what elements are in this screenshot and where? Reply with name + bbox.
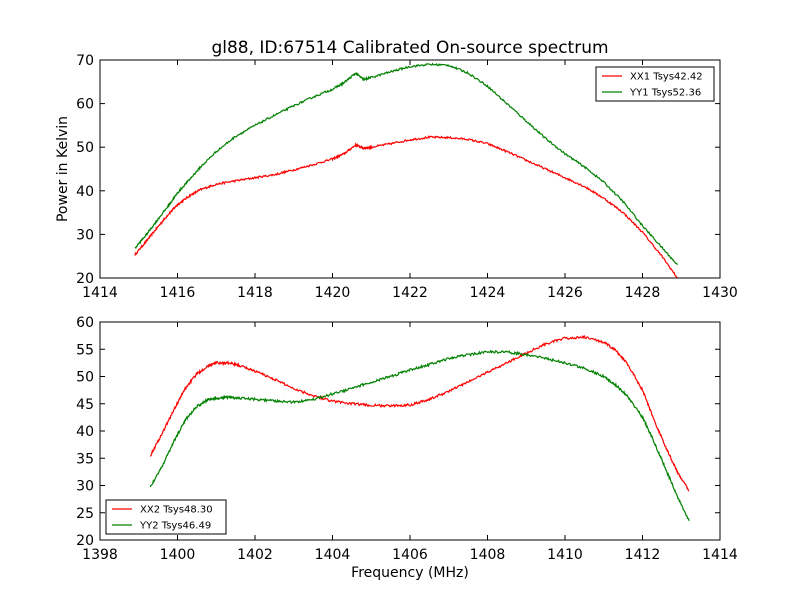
y-tick-label: 70 — [76, 53, 94, 69]
y-tick-label: 60 — [76, 315, 94, 331]
x-tick-label: 1422 — [392, 285, 428, 301]
legend-label-xx1: XX1 Tsys42.42 — [630, 72, 703, 83]
top-panel: gl88, ID:67514 Calibrated On-source spec… — [55, 38, 738, 301]
series-line-xx2 — [149, 334, 690, 492]
x-tick-label: 1416 — [160, 285, 196, 301]
bottom-legend-box — [105, 499, 227, 535]
top-series-group — [134, 62, 678, 278]
y-tick-label: 20 — [76, 271, 94, 287]
bottom-x-axis-label: Frequency (MHz) — [351, 565, 469, 581]
y-tick-label: 60 — [76, 97, 94, 113]
y-tick-label: 50 — [76, 140, 94, 156]
y-tick-label: 25 — [76, 506, 94, 522]
legend-label-yy1: YY1 Tsys52.36 — [629, 88, 701, 99]
legend-label-yy2: YY2 Tsys46.49 — [139, 521, 211, 532]
x-tick-label: 1404 — [315, 547, 351, 563]
x-tick-label: 1430 — [702, 285, 738, 301]
y-tick-label: 40 — [76, 424, 94, 440]
bottom-panel: 1398 1400 1402 1404 1406 1408 1410 1412 1414 20 25… — [76, 315, 738, 581]
x-tick-label: 1428 — [625, 285, 661, 301]
legend-label-xx2: XX2 Tsys48.30 — [140, 505, 213, 516]
top-y-axis-label: Power in Kelvin — [55, 116, 71, 222]
x-tick-label: 1414 — [702, 547, 738, 563]
x-tick-label: 1414 — [82, 285, 118, 301]
y-tick-label: 45 — [76, 397, 94, 413]
y-tick-label: 40 — [76, 184, 94, 200]
top-legend: XX1 Tsys42.42 YY1 Tsys52.36 — [595, 66, 715, 102]
x-tick-label: 1424 — [470, 285, 506, 301]
x-tick-label: 1426 — [547, 285, 583, 301]
bottom-legend: XX2 Tsys48.30 YY2 Tsys46.49 — [105, 499, 227, 535]
x-tick-label: 1412 — [625, 547, 661, 563]
top-legend-box — [595, 66, 715, 102]
x-tick-label: 1402 — [237, 547, 273, 563]
y-tick-label: 30 — [76, 227, 94, 243]
x-tick-label: 1420 — [315, 285, 351, 301]
y-tick-label: 50 — [76, 370, 94, 386]
x-tick-label: 1400 — [160, 547, 196, 563]
x-tick-label: 1410 — [547, 547, 583, 563]
series-line-yy2 — [149, 349, 690, 522]
series-line-yy1 — [134, 62, 678, 266]
y-tick-label: 30 — [76, 479, 94, 495]
bottom-series-group — [149, 334, 690, 522]
y-tick-label: 20 — [76, 533, 94, 549]
y-tick-label: 55 — [76, 342, 94, 358]
bottom-ticks-group: 1398 1400 1402 1404 1406 1408 1410 1412 1414 20 25… — [76, 315, 738, 563]
series-line-xx1 — [134, 135, 678, 278]
top-chart-title: gl88, ID:67514 Calibrated On-source spec… — [211, 38, 608, 58]
x-tick-label: 1406 — [392, 547, 428, 563]
x-tick-label: 1408 — [470, 547, 506, 563]
x-tick-label: 1418 — [237, 285, 273, 301]
x-tick-label: 1398 — [82, 547, 118, 563]
top-ticks-group: 1414 1416 1418 1420 1422 1424 1426 1428 1430 20 30… — [76, 53, 738, 301]
y-tick-label: 35 — [76, 451, 94, 467]
